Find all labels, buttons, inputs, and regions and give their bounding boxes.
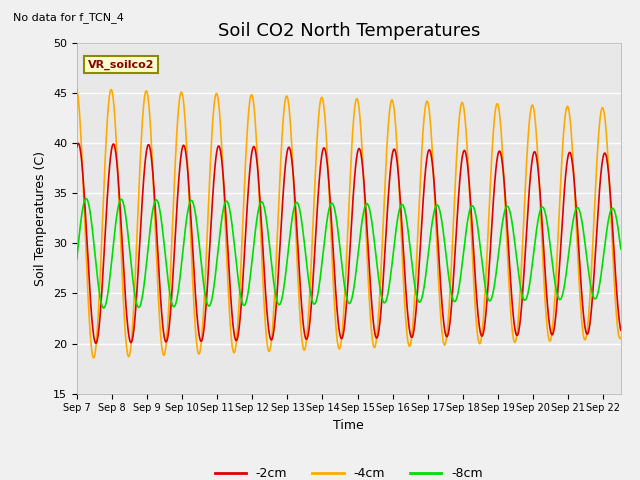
Text: No data for f_TCN_4: No data for f_TCN_4 xyxy=(13,12,124,23)
Y-axis label: Soil Temperatures (C): Soil Temperatures (C) xyxy=(35,151,47,286)
X-axis label: Time: Time xyxy=(333,419,364,432)
Title: Soil CO2 North Temperatures: Soil CO2 North Temperatures xyxy=(218,22,480,40)
Text: VR_soilco2: VR_soilco2 xyxy=(88,60,154,70)
Legend: -2cm, -4cm, -8cm: -2cm, -4cm, -8cm xyxy=(210,462,488,480)
